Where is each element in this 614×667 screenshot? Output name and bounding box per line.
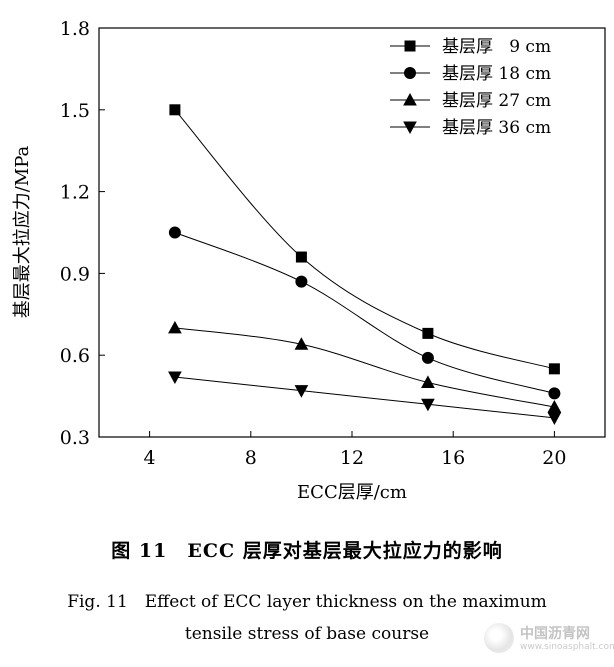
plot-frame — [98, 27, 606, 438]
data-point — [168, 226, 181, 239]
series-1 — [169, 104, 560, 375]
y-tick-label: 1.5 — [60, 100, 90, 122]
x-tick-label: 16 — [441, 447, 465, 469]
y-tick-label: 1.2 — [60, 182, 90, 204]
legend-item: 基层厚 36 cm — [390, 118, 551, 138]
legend-label: 基层厚 36 cm — [442, 118, 551, 138]
legend-item: 基层厚 9 cm — [390, 37, 551, 57]
series-line — [174, 327, 555, 408]
data-point — [294, 337, 309, 350]
data-point — [421, 398, 435, 412]
data-point — [295, 275, 308, 288]
legend-marker — [403, 121, 417, 135]
series-line — [174, 376, 555, 419]
data-point — [169, 104, 181, 116]
tick-labels: 4 8 12 16 20 0.3 0.6 0.9 1.2 1.5 1.8 — [60, 18, 567, 469]
series-2 — [168, 226, 561, 400]
x-tick-label: 8 — [245, 447, 257, 469]
legend-item: 基层厚 18 cm — [390, 64, 551, 84]
legend-marker — [404, 40, 416, 52]
x-axis-label: ECC层厚/cm — [297, 482, 407, 503]
data-point — [421, 375, 435, 388]
y-tick-label: 0.3 — [60, 427, 90, 449]
figure-caption-english-line1: Fig. 11 Effect of ECC layer thickness on… — [67, 592, 547, 612]
watermark-emblem-icon — [484, 623, 514, 653]
data-point — [295, 251, 307, 263]
watermark-name: 中国沥青网 — [520, 626, 590, 642]
legend-marker — [404, 67, 416, 79]
y-tick-label: 1.8 — [60, 18, 90, 40]
data-point — [547, 412, 562, 425]
series-4 — [168, 371, 562, 425]
watermark-logo: 中国沥青网 www.sinoasphalt.com — [484, 621, 614, 657]
series-line — [174, 232, 555, 394]
figure-caption-english-line2: tensile stress of base course — [184, 624, 430, 644]
data-point — [548, 363, 560, 375]
series-layer — [168, 104, 562, 425]
data-point — [422, 327, 434, 339]
data-point — [547, 399, 562, 413]
series-line — [174, 109, 555, 370]
data-point — [421, 351, 434, 364]
data-point — [294, 385, 309, 398]
y-tick-label: 0.9 — [60, 263, 90, 285]
legend-label: 基层厚 18 cm — [442, 64, 551, 84]
data-point — [168, 320, 182, 334]
legend-label: 基层厚 9 cm — [442, 37, 551, 57]
figure-caption-chinese: 图 11 ECC 层厚对基层最大拉应力的影响 — [111, 540, 503, 562]
chart: 4 8 12 16 20 0.3 0.6 0.9 1.2 1.5 1.8 ECC层厚/cm 基层最大… — [12, 18, 606, 503]
x-tick-label: 12 — [340, 447, 364, 469]
x-tick-label: 20 — [542, 447, 566, 469]
series-3 — [168, 320, 562, 413]
legend-item: 基层厚 27 cm — [390, 91, 551, 111]
y-axis-label: 基层最大拉应力/MPa — [12, 145, 33, 318]
y-tick-label: 0.6 — [60, 345, 90, 367]
axis-ticks — [99, 27, 555, 438]
legend-label: 基层厚 27 cm — [442, 91, 551, 111]
legend: 基层厚 9 cm 基层厚 18 cm 基层厚 27 cm 基层厚 36 cm — [390, 37, 551, 138]
legend-marker — [403, 92, 417, 106]
watermark-url: www.sinoasphalt.com — [520, 642, 614, 652]
data-point — [168, 371, 182, 385]
data-point — [548, 387, 561, 400]
x-tick-label: 4 — [144, 447, 156, 469]
